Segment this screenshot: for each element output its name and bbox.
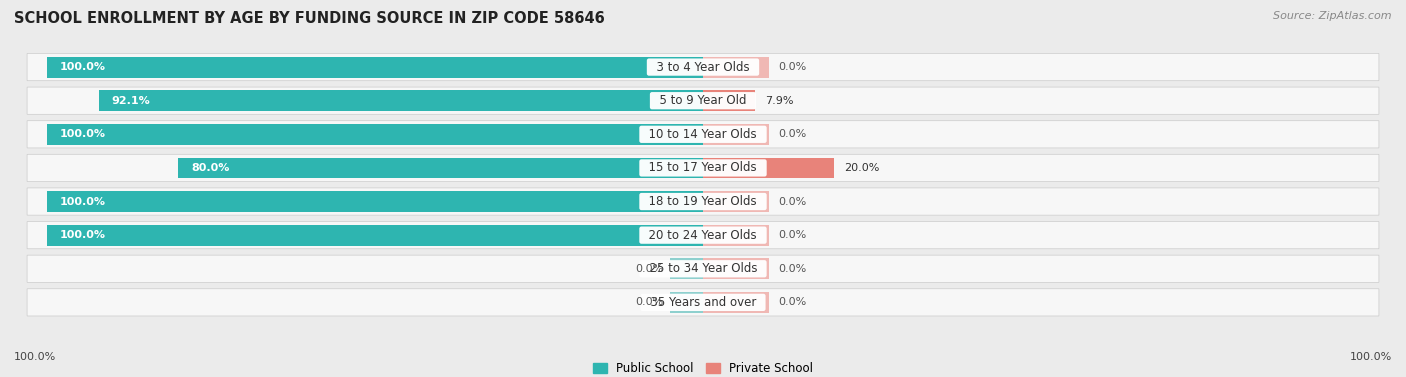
- Bar: [703, 124, 769, 145]
- Text: 0.0%: 0.0%: [779, 297, 807, 307]
- Text: 100.0%: 100.0%: [60, 129, 105, 139]
- FancyBboxPatch shape: [27, 154, 1379, 182]
- Bar: [46, 57, 703, 78]
- FancyBboxPatch shape: [27, 54, 1379, 81]
- Text: 100.0%: 100.0%: [60, 230, 105, 240]
- Text: 0.0%: 0.0%: [779, 230, 807, 240]
- Bar: [703, 57, 769, 78]
- Text: 92.1%: 92.1%: [112, 96, 150, 106]
- FancyBboxPatch shape: [27, 289, 1379, 316]
- Text: 0.0%: 0.0%: [779, 62, 807, 72]
- Text: 0.0%: 0.0%: [636, 297, 664, 307]
- Bar: [671, 258, 703, 279]
- Text: 100.0%: 100.0%: [1350, 352, 1392, 362]
- Text: 35 Years and over: 35 Years and over: [643, 296, 763, 309]
- Text: 10 to 14 Year Olds: 10 to 14 Year Olds: [641, 128, 765, 141]
- Text: SCHOOL ENROLLMENT BY AGE BY FUNDING SOURCE IN ZIP CODE 58646: SCHOOL ENROLLMENT BY AGE BY FUNDING SOUR…: [14, 11, 605, 26]
- Text: 5 to 9 Year Old: 5 to 9 Year Old: [652, 94, 754, 107]
- Bar: [98, 90, 703, 111]
- FancyBboxPatch shape: [27, 121, 1379, 148]
- FancyBboxPatch shape: [27, 188, 1379, 215]
- Text: 3 to 4 Year Olds: 3 to 4 Year Olds: [650, 61, 756, 74]
- Text: 25 to 34 Year Olds: 25 to 34 Year Olds: [641, 262, 765, 275]
- Text: 0.0%: 0.0%: [779, 264, 807, 274]
- Bar: [703, 158, 834, 178]
- Bar: [703, 292, 769, 313]
- Text: 100.0%: 100.0%: [14, 352, 56, 362]
- Bar: [179, 158, 703, 178]
- Bar: [46, 124, 703, 145]
- FancyBboxPatch shape: [27, 87, 1379, 114]
- Text: 80.0%: 80.0%: [191, 163, 229, 173]
- Text: 0.0%: 0.0%: [779, 196, 807, 207]
- FancyBboxPatch shape: [27, 222, 1379, 249]
- Bar: [703, 90, 755, 111]
- FancyBboxPatch shape: [27, 255, 1379, 282]
- Text: 0.0%: 0.0%: [779, 129, 807, 139]
- Text: 7.9%: 7.9%: [765, 96, 793, 106]
- Bar: [46, 225, 703, 245]
- Text: 20.0%: 20.0%: [844, 163, 879, 173]
- Legend: Public School, Private School: Public School, Private School: [588, 357, 818, 377]
- Text: 0.0%: 0.0%: [636, 264, 664, 274]
- Bar: [46, 191, 703, 212]
- Text: 100.0%: 100.0%: [60, 62, 105, 72]
- Text: 100.0%: 100.0%: [60, 196, 105, 207]
- Text: 15 to 17 Year Olds: 15 to 17 Year Olds: [641, 161, 765, 175]
- Text: Source: ZipAtlas.com: Source: ZipAtlas.com: [1274, 11, 1392, 21]
- Bar: [703, 191, 769, 212]
- Text: 18 to 19 Year Olds: 18 to 19 Year Olds: [641, 195, 765, 208]
- Bar: [703, 258, 769, 279]
- Text: 20 to 24 Year Olds: 20 to 24 Year Olds: [641, 228, 765, 242]
- Bar: [671, 292, 703, 313]
- Bar: [703, 225, 769, 245]
